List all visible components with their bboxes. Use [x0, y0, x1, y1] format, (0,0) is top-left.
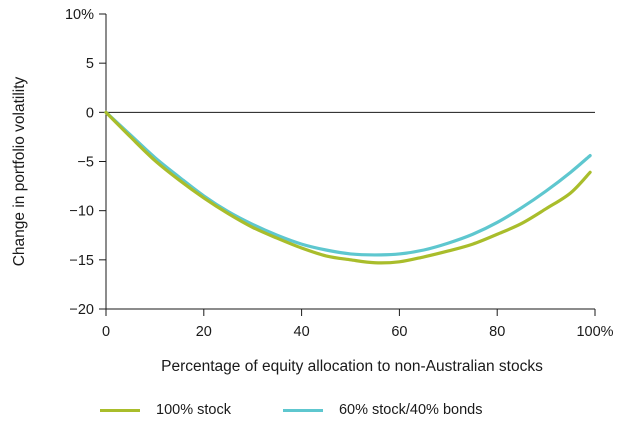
x-tick-label: 40 [294, 324, 310, 340]
y-tick-label: −15 [69, 253, 94, 269]
x-tick-label: 0 [102, 324, 110, 340]
x-tick-label: 100% [576, 324, 613, 340]
x-tick-label: 60 [391, 324, 407, 340]
legend-swatch-60-40 [282, 408, 323, 412]
legend-item-60-40: 60% stock/40% bonds [282, 402, 483, 418]
x-axis-ticks: 0 20 40 60 80 100% [102, 309, 614, 340]
y-axis-ticks: 10% 5 0 −5 −10 −15 −20 [65, 7, 106, 318]
legend-swatch-100-stock [100, 408, 140, 412]
y-tick-label: 10% [65, 7, 94, 23]
x-axis-title: Percentage of equity allocation to non-A… [161, 358, 543, 375]
legend-item-100-stock: 100% stock [100, 402, 231, 418]
series-line-60-40 [104, 110, 592, 257]
series-group [104, 110, 592, 265]
y-tick-label: −10 [69, 204, 94, 220]
legend-label-60-40: 60% stock/40% bonds [338, 402, 483, 418]
y-axis-title: Change in portfolio volatility [11, 76, 28, 266]
y-tick-label: −5 [77, 155, 94, 171]
legend: 100% stock 60% stock/40% bonds [100, 400, 534, 420]
y-tick-label: −20 [69, 302, 94, 318]
legend-label-100-stock: 100% stock [156, 402, 231, 418]
x-tick-label: 80 [489, 324, 505, 340]
series-line-100-stock [104, 110, 592, 265]
y-tick-label: 5 [86, 56, 94, 72]
x-tick-label: 20 [196, 324, 212, 340]
y-tick-label: 0 [86, 105, 94, 121]
